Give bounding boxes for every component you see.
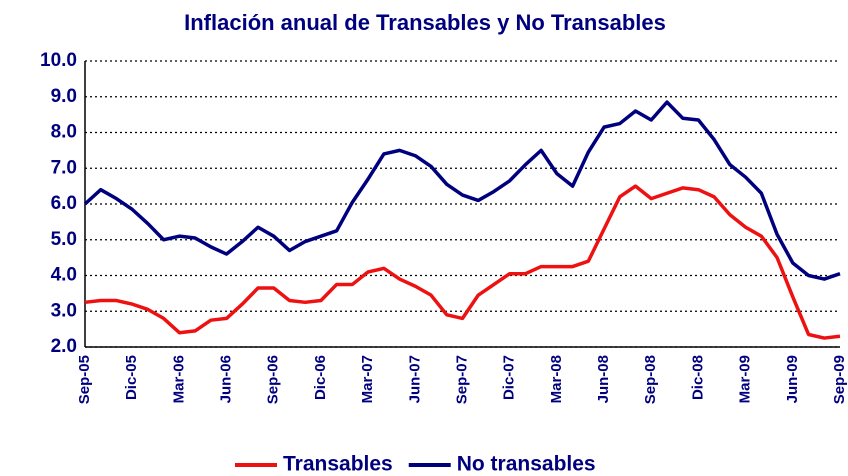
legend-label: No transables <box>457 453 596 476</box>
x-tick-label: Sep-07 <box>453 355 470 404</box>
x-tick-label: Mar-07 <box>359 355 376 403</box>
y-tick-label: 7.0 <box>51 157 77 178</box>
series-line <box>84 184 841 340</box>
x-tick-label: Mar-06 <box>170 355 187 403</box>
y-tick-label: 5.0 <box>51 229 77 250</box>
x-tick-label: Mar-09 <box>737 355 754 403</box>
chart-title: Inflación anual de Transables y No Trans… <box>184 10 666 35</box>
x-tick-label: Mar-08 <box>548 355 565 403</box>
y-tick-label: 3.0 <box>51 300 77 321</box>
x-tick-label: Sep-08 <box>642 355 659 404</box>
x-tick-label: Jun-08 <box>595 355 612 403</box>
x-tick-label: Sep-06 <box>265 355 282 404</box>
y-tick-label: 4.0 <box>51 265 77 286</box>
x-tick-label: Jun-09 <box>784 355 801 403</box>
x-tick-label: Dic-05 <box>123 355 140 400</box>
legend-label: Transables <box>283 453 393 476</box>
x-tick-label: Dic-08 <box>689 355 706 400</box>
x-tick-label: Jun-06 <box>218 355 235 403</box>
x-tick-label: Sep-09 <box>831 355 848 404</box>
y-tick-label: 10.0 <box>40 50 77 71</box>
x-tick-label: Dic-06 <box>312 355 329 400</box>
y-tick-label: 9.0 <box>51 86 77 107</box>
y-tick-label: 6.0 <box>51 193 77 214</box>
x-tick-label: Sep-05 <box>76 355 93 404</box>
x-tick-label: Dic-07 <box>501 355 518 400</box>
series-line <box>83 100 841 281</box>
y-tick-label: 2.0 <box>51 336 77 357</box>
x-tick-label: Jun-07 <box>406 355 423 403</box>
y-tick-label: 8.0 <box>51 122 77 143</box>
